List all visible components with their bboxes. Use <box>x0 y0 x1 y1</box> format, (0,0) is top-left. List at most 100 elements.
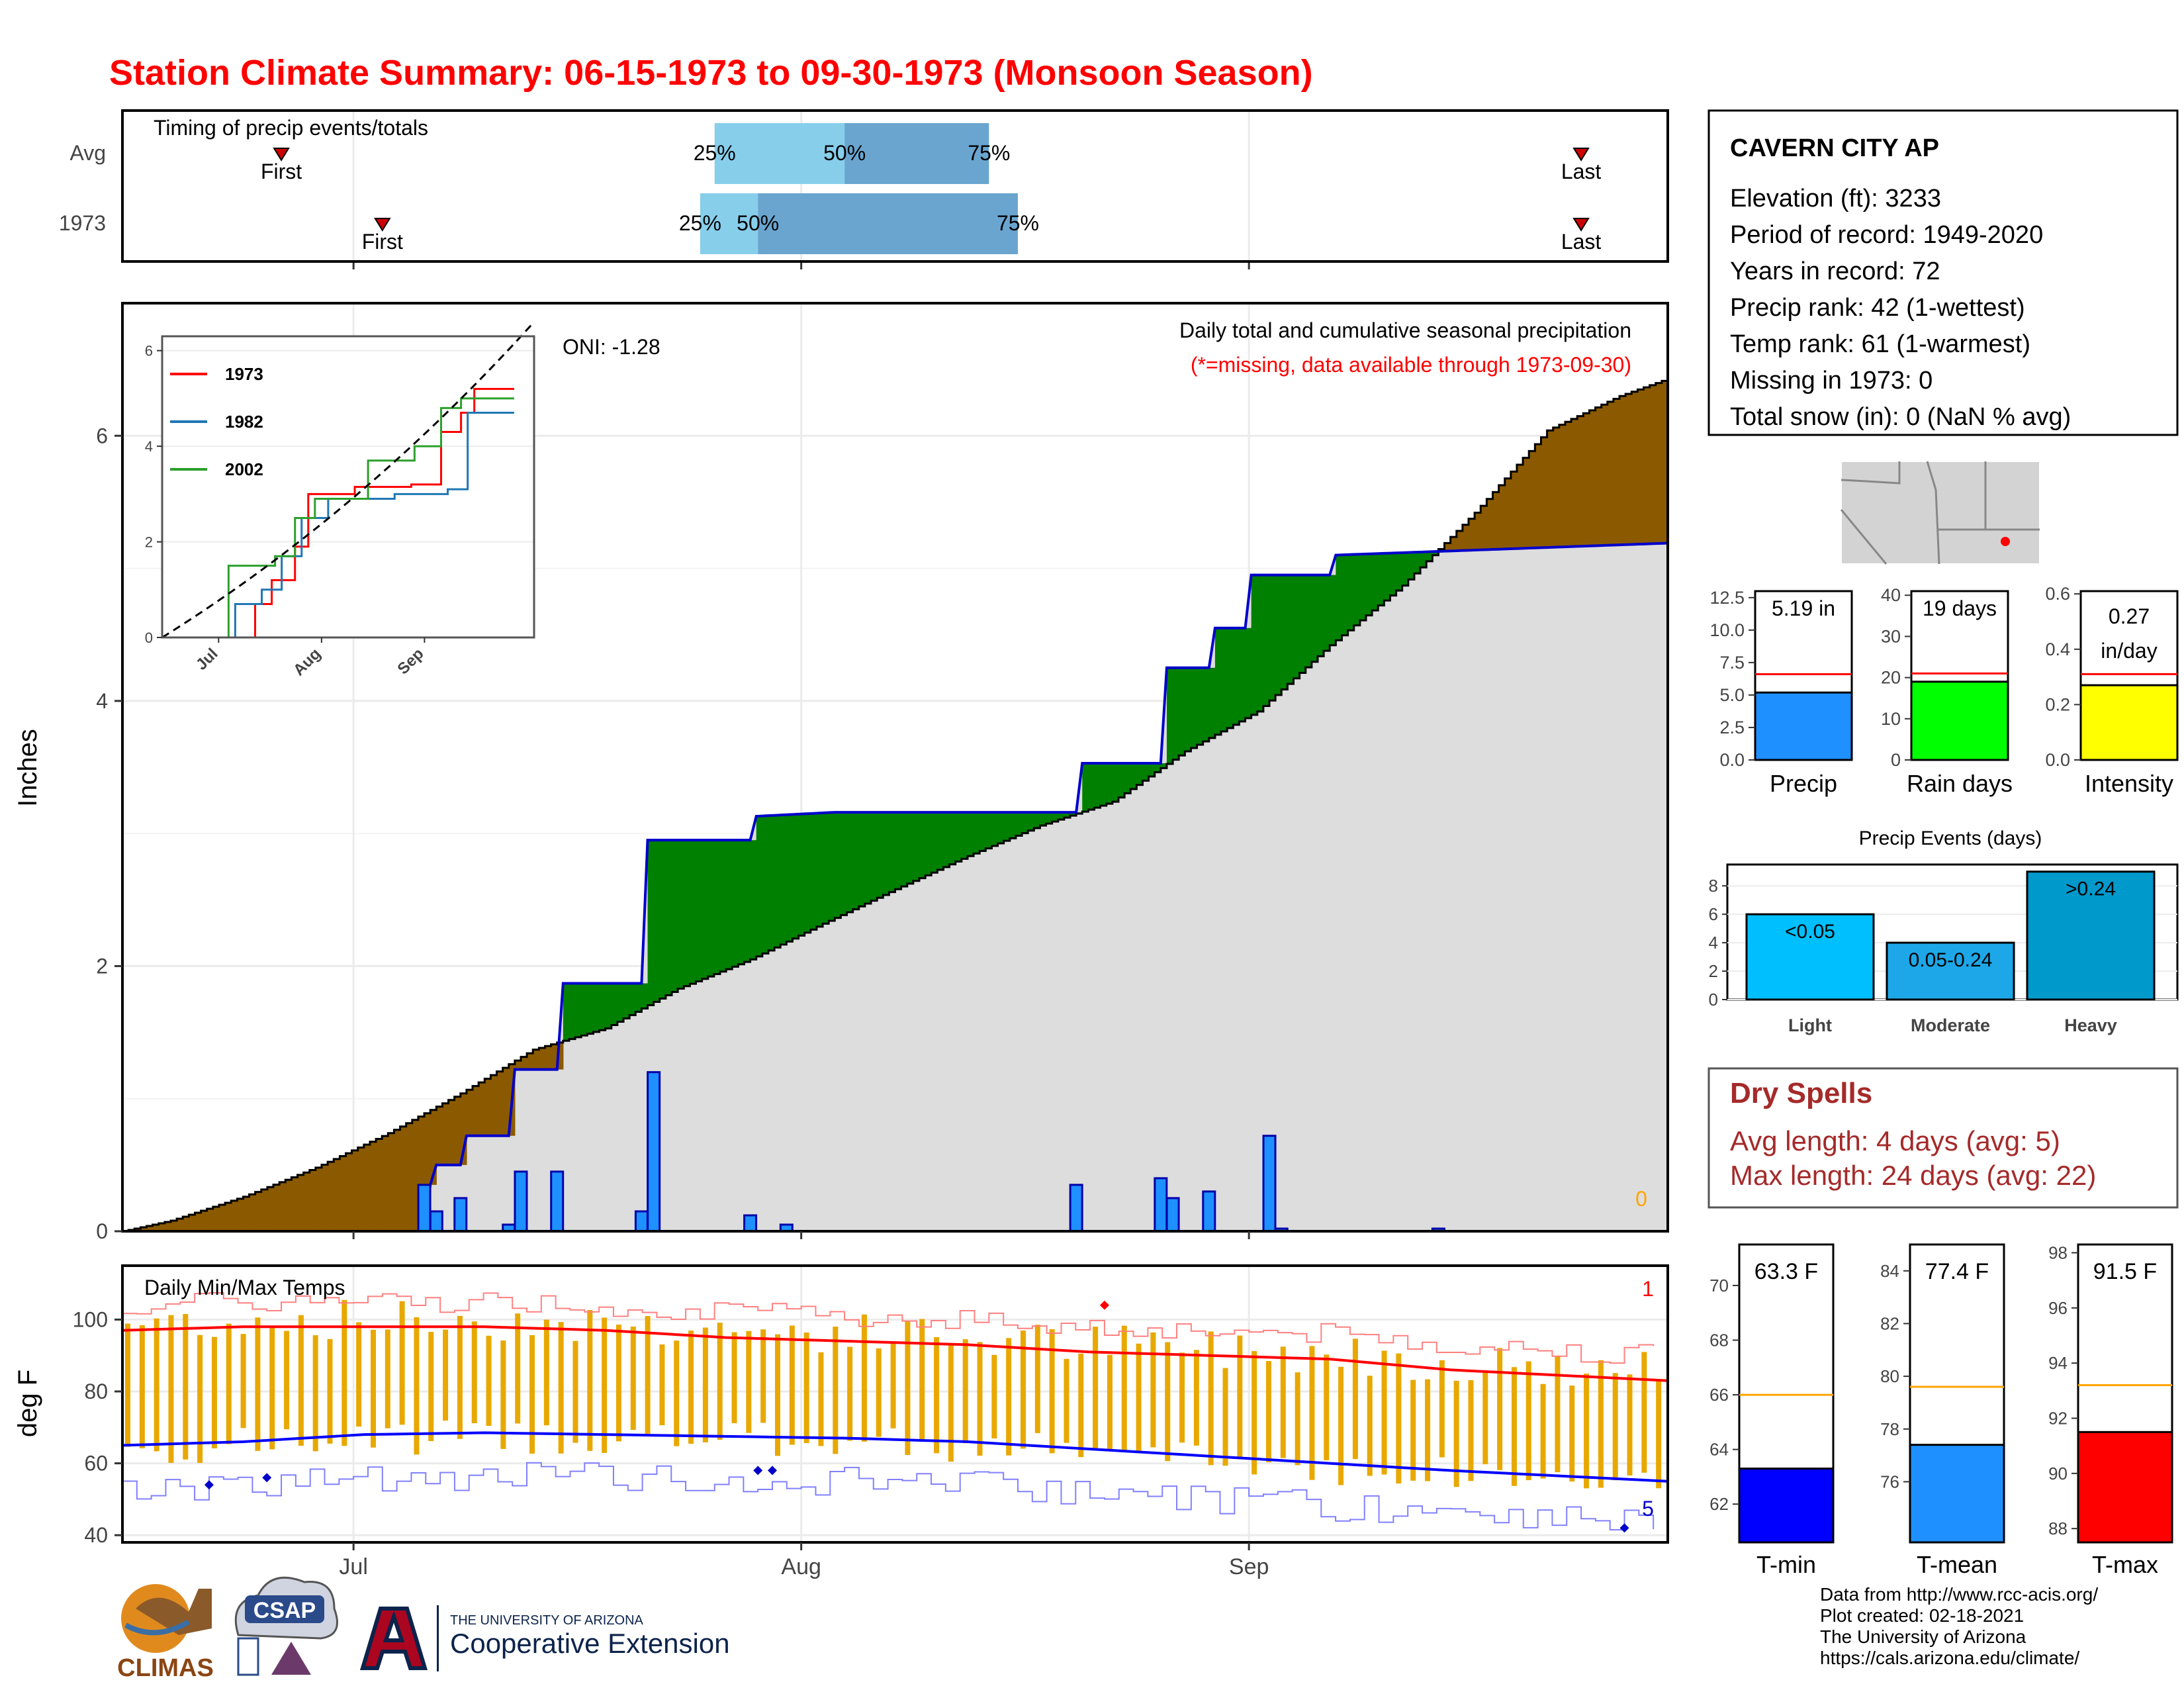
deficit-area-slice <box>363 1145 371 1231</box>
daily-temp-bar <box>399 1301 405 1425</box>
daily-precip-bar <box>417 1184 432 1233</box>
daily-temp-bar <box>1453 1380 1459 1487</box>
timing-p75-label: 75% <box>997 211 1039 235</box>
surplus-area-slice <box>1088 763 1095 810</box>
timing-bar-q2 <box>758 193 1018 254</box>
surplus-area-slice <box>997 812 1005 843</box>
deficit-area-slice <box>321 1164 328 1231</box>
events-ytick-label: 4 <box>1709 933 1718 953</box>
daily-temp-bar <box>1150 1332 1156 1448</box>
deficit-area-slice <box>412 1119 419 1231</box>
daily-temp-bar <box>486 1335 492 1426</box>
temp-summary-ytick-label: 98 <box>2048 1243 2068 1263</box>
daily-temp-bar <box>1309 1346 1315 1480</box>
surplus-area-slice <box>871 812 878 901</box>
surplus-area-slice <box>1269 575 1276 701</box>
daily-precip-bar <box>429 1210 443 1233</box>
daily-temp-bar <box>1410 1380 1416 1481</box>
station-info-line: Missing in 1973: 0 <box>1730 367 1933 395</box>
daily-precip-bar <box>1165 1197 1180 1233</box>
daily-temp-bar <box>211 1336 217 1448</box>
temp-ytick-label: 60 <box>84 1452 108 1476</box>
inset-ytick-label: 2 <box>145 534 153 551</box>
surplus-area-slice <box>1046 812 1053 824</box>
surplus-area-slice <box>1112 763 1119 802</box>
surplus-area-slice <box>1214 628 1222 735</box>
daily-temp-bar <box>1656 1381 1662 1489</box>
surplus-area-slice <box>768 816 775 951</box>
surplus-area-slice <box>1257 575 1264 712</box>
surplus-area-slice <box>587 983 594 1034</box>
deficit-area-slice <box>1619 396 1626 545</box>
deficit-area-slice <box>1444 543 1451 551</box>
surplus-area-slice <box>889 812 896 892</box>
surplus-area-slice <box>1064 812 1071 818</box>
daily-temp-bar <box>341 1299 347 1446</box>
deficit-area-slice <box>424 1113 431 1231</box>
deficit-area-slice <box>1456 530 1463 551</box>
surplus-area-slice <box>883 812 889 895</box>
daily-temp-bar <box>948 1344 954 1462</box>
temperature-frame <box>121 1264 1669 1544</box>
deficit-area-slice <box>261 1189 268 1231</box>
surplus-area-slice <box>617 983 624 1022</box>
deficit-area-slice <box>255 1192 262 1231</box>
timing-last-marker <box>1572 148 1590 162</box>
deficit-area-slice <box>533 1049 539 1070</box>
daily-temp-bar <box>356 1322 362 1427</box>
daily-temp-bar <box>1425 1379 1431 1481</box>
deficit-area-slice <box>243 1196 250 1231</box>
mini-chart-value-label: 5.19 in <box>1772 596 1835 620</box>
surplus-area-slice <box>1420 551 1427 568</box>
inset-ytick-label: 0 <box>145 630 153 646</box>
deficit-area-slice <box>231 1200 238 1231</box>
daily-temp-bar <box>1179 1352 1185 1443</box>
station-info-frame <box>1707 109 2179 436</box>
inset-bg <box>162 336 534 637</box>
precip-ytick-label: 4 <box>96 689 108 713</box>
deficit-area-slice <box>1523 457 1529 549</box>
deficit-area-slice <box>1631 391 1638 545</box>
daily-temp-bar <box>1107 1354 1113 1451</box>
temp-ytick-label: 80 <box>84 1380 108 1403</box>
daily-temp-bar <box>1338 1366 1344 1485</box>
deficit-area-slice <box>448 1100 455 1165</box>
surplus-area-slice <box>1028 812 1034 831</box>
surplus-area-slice <box>1052 812 1059 822</box>
surplus-area-slice <box>1293 575 1300 679</box>
daily-temp-bar <box>1208 1331 1214 1466</box>
temp-xtick-label: Jul <box>339 1554 367 1579</box>
dry-spells-max-length: Max length: 24 days (avg: 22) <box>1730 1160 2096 1191</box>
precip-event-bar <box>2026 870 2156 1001</box>
surplus-area-slice <box>1324 575 1330 651</box>
temp-summary-ytick-label: 70 <box>1709 1276 1729 1295</box>
surplus-area-slice <box>1094 763 1101 808</box>
surplus-area-slice <box>895 812 902 890</box>
surplus-area-slice <box>719 840 727 972</box>
deficit-area-slice <box>388 1133 395 1231</box>
timing-last-marker <box>1572 218 1590 232</box>
surplus-area-slice <box>1106 763 1113 804</box>
inset-legend-label: 2002 <box>225 459 263 479</box>
daily-temp-bar <box>1324 1354 1330 1460</box>
daily-temp-bar <box>1584 1374 1590 1489</box>
temp-xtick-label: Sep <box>1229 1554 1269 1579</box>
surplus-area-slice <box>756 816 763 957</box>
surplus-area-slice <box>696 840 703 982</box>
daily-temp-bar <box>1280 1346 1286 1458</box>
surplus-area-slice <box>702 840 709 979</box>
dry-spells-avg-length: Avg length: 4 days (avg: 5) <box>1730 1125 2060 1156</box>
precip-events-title: Precip Events (days) <box>1859 827 2042 849</box>
events-ytick-label: 0 <box>1709 990 1718 1009</box>
surplus-area-slice <box>937 812 944 870</box>
daily-temp-bar <box>1020 1330 1026 1449</box>
surplus-area-slice <box>605 983 612 1029</box>
station-info-line: Precip rank: 42 (1-wettest) <box>1730 294 2025 322</box>
surplus-area-slice <box>1197 667 1204 745</box>
surplus-area-slice <box>762 816 769 954</box>
surplus-area-slice <box>672 840 678 992</box>
mini-chart-ytick-label: 10.0 <box>1709 620 1745 640</box>
daily-temp-bar <box>255 1317 261 1451</box>
daily-temp-bar <box>934 1336 940 1454</box>
